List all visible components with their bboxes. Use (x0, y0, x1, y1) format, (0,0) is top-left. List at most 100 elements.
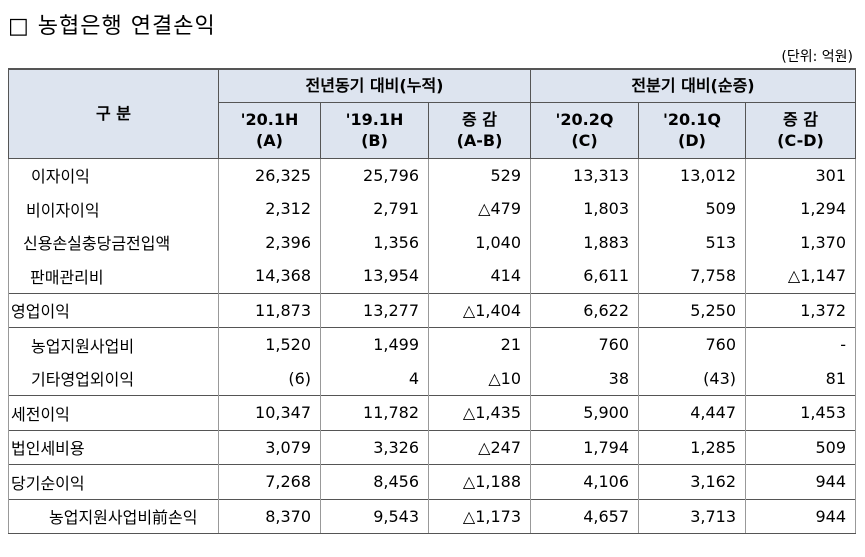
row: 이자이익 26,325 25,796 529 13,313 13,012 301 (8, 158, 856, 192)
group-header: 전분기 대비(순증) (530, 68, 856, 103)
column-header-line: (C) (571, 131, 598, 150)
column-header-line: (B) (361, 131, 388, 150)
cell: △1,188 (428, 464, 531, 499)
cell: 2,312 (218, 192, 321, 226)
cell: 1,294 (745, 192, 856, 226)
column-header-line: (A-B) (456, 131, 503, 150)
cell: 11,782 (320, 395, 429, 430)
table: 구 분 전년동기 대비(누적) 전분기 대비(순증) '20.1H (A) '19.… (8, 68, 856, 534)
cell: 1,372 (745, 292, 856, 328)
cell: (43) (638, 361, 746, 396)
cell: 3,079 (218, 429, 321, 465)
cell: 2,791 (320, 192, 429, 226)
cell: 1,794 (530, 429, 639, 465)
row-label: 이자이익 (8, 158, 219, 192)
cell: 8,456 (320, 464, 429, 499)
column-header-line: 증 감 (782, 110, 818, 129)
row-label: 신용손실충당금전입액 (8, 225, 219, 259)
cell: 4,657 (530, 498, 639, 534)
column-header: '19.1H (B) (320, 101, 429, 159)
cell: 1,520 (218, 327, 321, 362)
cell: 1,499 (320, 327, 429, 362)
column-header-line: (A) (255, 131, 283, 150)
cell: 9,543 (320, 498, 429, 534)
column-header-line: '20.1H (240, 110, 299, 129)
cell: 1,285 (638, 429, 746, 465)
row: 당기순이익 7,268 8,456 △1,188 4,106 3,162 944 (8, 464, 856, 499)
cell: 529 (428, 158, 531, 192)
cell: 1,040 (428, 225, 531, 259)
row-label: 당기순이익 (8, 464, 219, 499)
column-header-line: '20.2Q (555, 110, 614, 129)
cell: △479 (428, 192, 531, 226)
cell: 25,796 (320, 158, 429, 192)
cell: - (745, 327, 856, 362)
row: 영업이익 11,873 13,277 △1,404 6,622 5,250 1,372 (8, 292, 856, 328)
cell: △1,435 (428, 395, 531, 430)
cell: 509 (745, 429, 856, 465)
cell: (6) (218, 361, 321, 396)
cell: 760 (530, 327, 639, 362)
cell: 81 (745, 361, 856, 396)
cell: 4 (320, 361, 429, 396)
cell: 5,250 (638, 292, 746, 328)
column-header: 증 감 (A-B) (428, 101, 531, 159)
cell: 944 (745, 464, 856, 499)
cell: 26,325 (218, 158, 321, 192)
cell: 1,883 (530, 225, 639, 259)
cell: 414 (428, 259, 531, 293)
cell: 13,012 (638, 158, 746, 192)
row: 법인세비용 3,079 3,326 △247 1,794 1,285 509 (8, 429, 856, 465)
cell: 509 (638, 192, 746, 226)
cell: 3,326 (320, 429, 429, 465)
cell: 301 (745, 158, 856, 192)
row: 기타영업외이익 (6) 4 △10 38 (43) 81 (8, 361, 856, 396)
row-label: 영업이익 (8, 292, 219, 328)
cell: 6,611 (530, 259, 639, 293)
row-label: 판매관리비 (8, 259, 219, 293)
row-label: 농업지원사업비前손익 (8, 498, 219, 534)
cell: 13,954 (320, 259, 429, 293)
row: 신용손실충당금전입액 2,396 1,356 1,040 1,883 513 1,370 (8, 225, 856, 259)
cell: 1,356 (320, 225, 429, 259)
cell: 1,453 (745, 395, 856, 430)
row-label: 비이자이익 (8, 192, 219, 226)
row: 판매관리비 14,368 13,954 414 6,611 7,758 △1,147 (8, 259, 856, 293)
cell: 2,396 (218, 225, 321, 259)
row-label: 기타영업외이익 (8, 361, 219, 396)
unit: (단위: 억원) (781, 49, 853, 65)
cell: 13,277 (320, 292, 429, 328)
cell: 3,162 (638, 464, 746, 499)
column-header: '20.1H (A) (218, 101, 321, 159)
column-header-line: '20.1Q (663, 110, 721, 129)
corner: 구 분 (8, 68, 219, 159)
cell: 4,106 (530, 464, 639, 499)
row: 세전이익 10,347 11,782 △1,435 5,900 4,447 1,453 (8, 395, 856, 430)
cell: △1,147 (745, 259, 856, 293)
cell: 5,900 (530, 395, 639, 430)
column-header: '20.2Q (C) (530, 101, 639, 159)
row-label: 세전이익 (8, 395, 219, 430)
cell: 513 (638, 225, 746, 259)
row-label: 법인세비용 (8, 429, 219, 465)
group-header: 전년동기 대비(누적) (218, 68, 531, 103)
cell: △1,404 (428, 292, 531, 328)
cell: 6,622 (530, 292, 639, 328)
cell: 1,370 (745, 225, 856, 259)
column-header: '20.1Q (D) (638, 101, 746, 159)
row-label: 농업지원사업비 (8, 327, 219, 362)
column-header: 증 감 (C-D) (745, 101, 856, 159)
cell: 14,368 (218, 259, 321, 293)
cell: 7,268 (218, 464, 321, 499)
row: 농업지원사업비前손익 8,370 9,543 △1,173 4,657 3,713 944 (8, 498, 856, 534)
cell: 760 (638, 327, 746, 362)
cell: △247 (428, 429, 531, 465)
row: 농업지원사업비 1,520 1,499 21 760 760- (8, 327, 856, 362)
cell: 1,803 (530, 192, 639, 226)
row: 비이자이익 2,312 2,791 △479 1,803 509 1,294 (8, 192, 856, 226)
column-header-line: 증 감 (461, 110, 497, 129)
column-header-line: '19.1H (345, 110, 404, 129)
cell: 38 (530, 361, 639, 396)
cell: 10,347 (218, 395, 321, 430)
